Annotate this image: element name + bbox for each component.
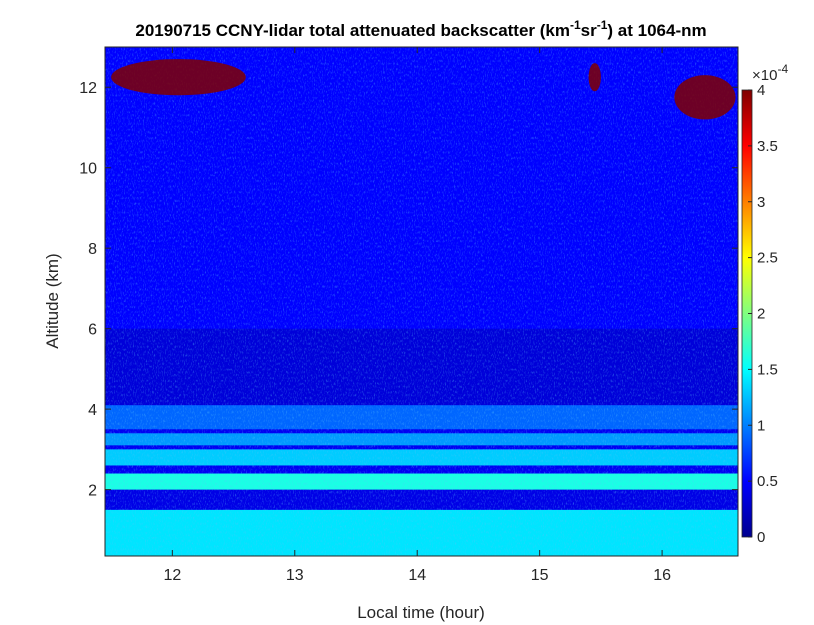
x-axis-label: Local time (hour) [357, 603, 485, 622]
x-tick-label: 14 [408, 567, 426, 584]
colorbar: 0 0.5 1 1.5 2 2.5 3 3.5 4 ×10-4 [741, 62, 788, 546]
colorbar-tick-label: 4 [757, 82, 765, 99]
x-tick-label: 13 [286, 567, 304, 584]
colorbar-ticks: 0 0.5 1 1.5 2 2.5 3 3.5 4 [748, 82, 778, 546]
colorbar-tick-label: 2.5 [757, 250, 778, 267]
y-tick-label: 8 [88, 241, 97, 258]
y-tick-label: 12 [79, 80, 97, 97]
y-tick-label: 10 [79, 161, 97, 178]
chart-title: 20190715 CCNY-lidar total attenuated bac… [135, 18, 706, 40]
colorbar-tick-label: 1.5 [757, 361, 778, 378]
x-tick-label: 15 [531, 567, 549, 584]
cloud-patch [588, 63, 601, 92]
y-tick-label: 2 [88, 483, 97, 500]
x-tick-label: 12 [163, 567, 181, 584]
colorbar-tick-label: 2 [757, 306, 765, 323]
x-axis: 12 13 14 15 16 [163, 47, 671, 584]
noise-texture [105, 47, 738, 556]
y-tick-label: 4 [88, 402, 97, 419]
colorbar-tick-label: 3.5 [757, 138, 778, 155]
colorbar-tick-label: 0.5 [757, 473, 778, 490]
cloud-patches [111, 59, 736, 120]
y-axis: 2 4 6 8 10 12 [79, 80, 738, 500]
colorbar-tick-label: 3 [757, 194, 765, 211]
colorbar-tick-label: 0 [757, 529, 765, 546]
plot-frame [104, 46, 739, 557]
cloud-patch [111, 59, 246, 96]
x-tick-label: 16 [653, 567, 671, 584]
cloud-patch [674, 75, 736, 120]
colorbar-exponent: ×10-4 [752, 62, 788, 84]
y-axis-label: Altitude (km) [43, 253, 62, 348]
plot-area [105, 47, 738, 556]
y-tick-label: 6 [88, 322, 97, 339]
colorbar-tick-label: 1 [757, 417, 765, 434]
